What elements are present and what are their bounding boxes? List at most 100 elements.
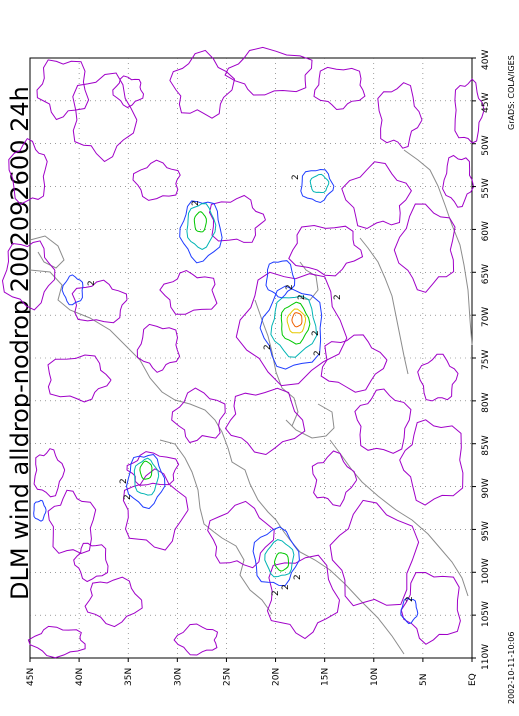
contour-label: 2: [291, 174, 301, 180]
contour-level-1: [311, 450, 358, 507]
contour-label: 2: [87, 280, 97, 286]
contour-label: 2: [119, 478, 129, 484]
graticule: [30, 58, 472, 658]
contour-level-1: [122, 468, 189, 551]
lat-tick-label: 35N: [124, 668, 134, 686]
contour-level-1: [235, 271, 348, 387]
contour-label: 2: [313, 350, 323, 356]
contour-level-inner: [139, 460, 153, 480]
lat-tick-label: 5N: [419, 674, 429, 686]
contour-level-1: [341, 161, 412, 230]
contour-level-1: [71, 279, 128, 324]
contour-label: 2: [281, 584, 291, 590]
lat-tick-label: 40N: [75, 668, 85, 686]
contour-level-inner: [291, 312, 303, 328]
lon-tick-label: 70W: [481, 307, 491, 327]
contour-level-inner: [193, 211, 207, 233]
lon-tick-label: 50W: [481, 135, 491, 155]
contour-level-inner: [280, 301, 311, 345]
contour-level-1: [72, 72, 138, 163]
contour-level-inner: [125, 453, 166, 510]
lon-tick-label: 110W: [481, 644, 491, 670]
lat-tick-label: EQ: [468, 673, 478, 686]
contour-level-1: [417, 353, 459, 402]
coastline-yucatan: [285, 403, 335, 439]
credit-label: GrADS: COLA/IGES: [507, 55, 516, 130]
contour-level-1: [442, 154, 475, 208]
contour-level-inner: [186, 203, 217, 250]
contour-label: 2: [293, 574, 303, 580]
contour-level-1: [84, 576, 143, 628]
contour-level-1: [126, 451, 180, 486]
lon-tick-label: 60W: [481, 221, 491, 241]
lat-tick-label: 15N: [321, 668, 331, 686]
contour-level-1: [224, 387, 306, 456]
contour-label: 2: [123, 494, 133, 500]
contour-level-inner: [286, 308, 307, 334]
contour-label: 2: [333, 294, 343, 300]
contour-level-1: [266, 554, 340, 640]
lon-tick-label: 105W: [481, 601, 491, 627]
contour-level-inner: [133, 457, 160, 496]
axis-labels: 40W 45W 50W 55W 60W 65W 70W 75W 80W 85W 90W 95W 100W…: [26, 50, 491, 686]
contour-level-1: [47, 354, 112, 403]
contour-level-inner: [300, 168, 335, 204]
contour-level-1: [313, 66, 366, 111]
contour-level-1: [393, 203, 456, 293]
lon-tick-label: 85W: [481, 435, 491, 455]
contour-level-1: [159, 269, 218, 315]
contour-label: 2: [297, 294, 307, 300]
lon-tick-label: 75W: [481, 350, 491, 370]
contour-label: 2: [405, 596, 415, 602]
lon-tick-label: 100W: [481, 558, 491, 584]
contour-level-1: [171, 387, 226, 444]
contour-level-inner: [259, 285, 323, 370]
contour-level-1: [1, 240, 56, 311]
coastline: [29, 149, 473, 655]
coastline-antilles: [359, 237, 409, 375]
contour-level-1: [27, 625, 86, 659]
contour-level-inner: [273, 552, 290, 572]
contour-level-inner: [252, 526, 300, 587]
lon-tick-label: 80W: [481, 392, 491, 412]
contour-level-inner: [264, 539, 295, 578]
lat-tick-label: 10N: [370, 668, 380, 686]
contour-level-1: [136, 323, 181, 373]
contour-level-inner: [61, 274, 84, 306]
coastline-south-america: [403, 149, 473, 346]
contour-level-1: [224, 46, 313, 96]
contour-lines: [1, 46, 485, 659]
coastline-canada: [29, 235, 65, 269]
lon-tick-label: 45W: [481, 92, 491, 112]
contour-level-1: [132, 159, 181, 201]
lon-tick-label: 55W: [481, 178, 491, 198]
contour-label: 2: [285, 284, 295, 290]
contour-label: 2: [311, 330, 321, 336]
lat-tick-label: 30N: [173, 668, 183, 686]
contour-level-1: [354, 388, 412, 454]
contour-level-1: [377, 82, 423, 149]
coastline-east-us: [29, 269, 405, 655]
contour-level-inner: [265, 260, 296, 299]
timestamp-label: 2002-10-11-10:06: [507, 632, 516, 704]
contour-level-1: [8, 137, 48, 205]
lon-tick-label: 90W: [481, 478, 491, 498]
contour-level-1: [173, 623, 219, 656]
contour-level-inner: [309, 173, 330, 194]
lon-tick-label: 40W: [481, 50, 491, 70]
contour-level-inner: [179, 200, 223, 264]
lat-tick-label: 25N: [222, 668, 232, 686]
contour-level-inner: [33, 499, 47, 522]
contour-label: 2: [191, 200, 201, 206]
coastline-cuba: [254, 299, 299, 427]
contour-level-1: [73, 542, 109, 583]
coastline-florida: [159, 439, 273, 615]
contour-level-1: [320, 334, 388, 393]
figure-title: DLM wind alldrop-nodrop 2002092600 24h: [6, 86, 34, 600]
contour-level-inner: [270, 295, 318, 358]
contour-level-1: [169, 49, 236, 119]
contour-level-1: [207, 500, 275, 569]
coastline-central-america: [329, 439, 469, 597]
